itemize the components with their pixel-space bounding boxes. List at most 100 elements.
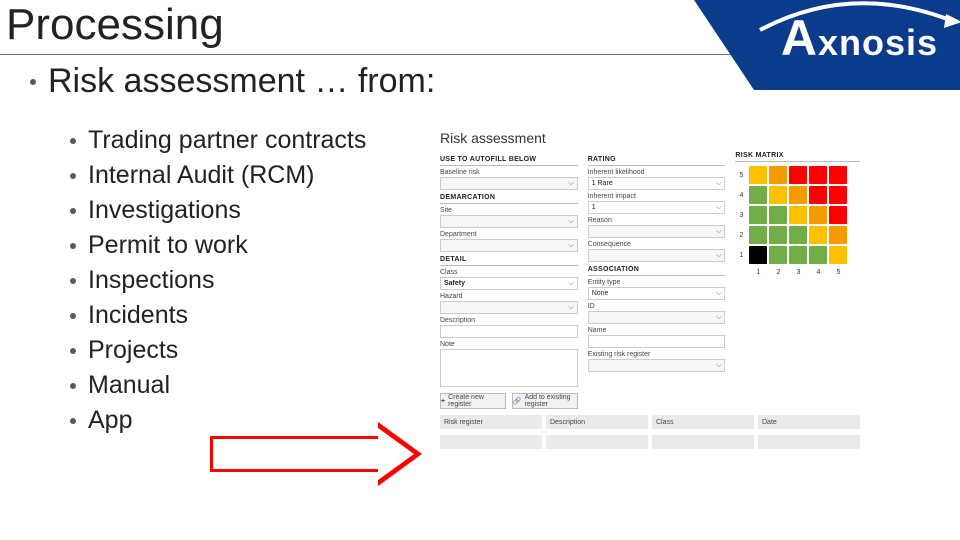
list-item-text: Manual [88,371,170,400]
chevron-down-icon: ⌵ [716,314,721,322]
table-header-cell: Date [758,415,860,429]
create-register-button[interactable]: +Create new register [440,393,506,409]
class-value: Safety [444,280,465,287]
reason-label: Reason [588,217,726,224]
matrix-cell [749,226,767,244]
risk-matrix: 5432112345 [735,166,860,278]
note-textarea[interactable] [440,349,578,387]
class-label: Class [440,269,578,276]
table-cell [440,435,542,449]
site-select[interactable]: ⌵ [440,215,578,228]
matrix-cell [829,226,847,244]
rating-header: RATING [588,156,726,166]
plus-icon: + [441,398,445,405]
matrix-cell [769,226,787,244]
id-select[interactable]: ⌵ [588,311,726,324]
add-existing-button[interactable]: 🔗Add to existing register [512,393,578,409]
register-table-row [440,435,860,449]
subtitle-row: Risk assessment … from: [30,62,435,101]
table-cell [546,435,648,449]
slide-title: Processing [6,0,224,50]
arrow-body [210,436,380,472]
likelihood-value: 1 Rare [592,180,613,187]
matrix-cell [769,206,787,224]
matrix-header: RISK MATRIX [735,152,860,162]
matrix-cell [769,166,787,184]
site-label: Site [440,207,578,214]
panel-right-column: RISK MATRIX 5432112345 [735,152,860,409]
hazard-select[interactable]: ⌵ [440,301,578,314]
list-item-text: Trading partner contracts [88,126,366,155]
department-label: Department [440,231,578,238]
description-input[interactable] [440,325,578,338]
panel-title: Risk assessment [440,130,860,146]
matrix-cell [769,186,787,204]
list-item-text: Inspections [88,266,214,295]
matrix-cell [829,186,847,204]
department-select[interactable]: ⌵ [440,239,578,252]
likelihood-select[interactable]: 1 Rare ⌵ [588,177,726,190]
hazard-label: Hazard [440,293,578,300]
class-select[interactable]: Safety ⌵ [440,277,578,290]
entity-select[interactable]: None⌵ [588,287,726,300]
arrow-head-inner [378,428,414,480]
matrix-y-label: 4 [735,186,747,204]
logo-letter-a: A [781,18,818,58]
matrix-y-label: 1 [735,246,747,264]
list-item-text: App [88,406,132,435]
bullet-icon [30,79,36,85]
matrix-x-label: 3 [789,266,807,278]
matrix-cell [749,246,767,264]
chevron-down-icon: ⌵ [716,180,721,188]
autofill-header: USE TO AUTOFILL BELOW [440,156,578,166]
matrix-cell [789,166,807,184]
matrix-corner [735,266,747,278]
name-label: Name [588,327,726,334]
list-item: Manual [70,371,366,400]
association-header: ASSOCIATION [588,266,726,276]
matrix-y-label: 3 [735,206,747,224]
matrix-x-label: 4 [809,266,827,278]
list-item: Internal Audit (RCM) [70,161,366,190]
matrix-cell [809,226,827,244]
note-label: Note [440,341,578,348]
logo-container: Axnosis [654,0,960,90]
matrix-cell [829,206,847,224]
bullet-icon [70,173,76,179]
list-item: Projects [70,336,366,365]
list-item: App [70,406,366,435]
matrix-x-label: 1 [749,266,767,278]
table-cell [652,435,754,449]
chevron-down-icon: ⌵ [716,204,721,212]
panel-left-column: USE TO AUTOFILL BELOW Baseline risk ⌵ DE… [440,152,578,409]
list-item: Incidents [70,301,366,330]
logo-rest: xnosis [818,22,938,64]
impact-value: 1 [592,204,596,211]
matrix-cell [829,166,847,184]
chevron-down-icon: ⌵ [568,180,573,188]
list-item-text: Incidents [88,301,188,330]
bullet-icon [70,278,76,284]
bullet-icon [70,243,76,249]
register-table-header: Risk registerDescriptionClassDate [440,415,860,429]
bullet-icon [70,348,76,354]
consequence-select[interactable]: ⌵ [588,249,726,262]
name-input[interactable] [588,335,726,348]
risk-panel: Risk assessment USE TO AUTOFILL BELOW Ba… [440,130,860,508]
list-item: Inspections [70,266,366,295]
chevron-down-icon: ⌵ [568,242,573,250]
matrix-cell [809,166,827,184]
bullet-icon [70,383,76,389]
impact-label: Inherent impact [588,193,726,200]
bullet-icon [70,208,76,214]
list-item-text: Projects [88,336,178,365]
table-cell [758,435,860,449]
create-register-label: Create new register [448,394,505,408]
existing-register-select[interactable]: ⌵ [588,359,726,372]
panel-mid-column: RATING Inherent likelihood 1 Rare⌵ Inher… [588,152,726,409]
baseline-select[interactable]: ⌵ [440,177,578,190]
impact-select[interactable]: 1⌵ [588,201,726,214]
reason-select[interactable]: ⌵ [588,225,726,238]
chevron-down-icon: ⌵ [568,280,573,288]
chevron-down-icon: ⌵ [716,362,721,370]
